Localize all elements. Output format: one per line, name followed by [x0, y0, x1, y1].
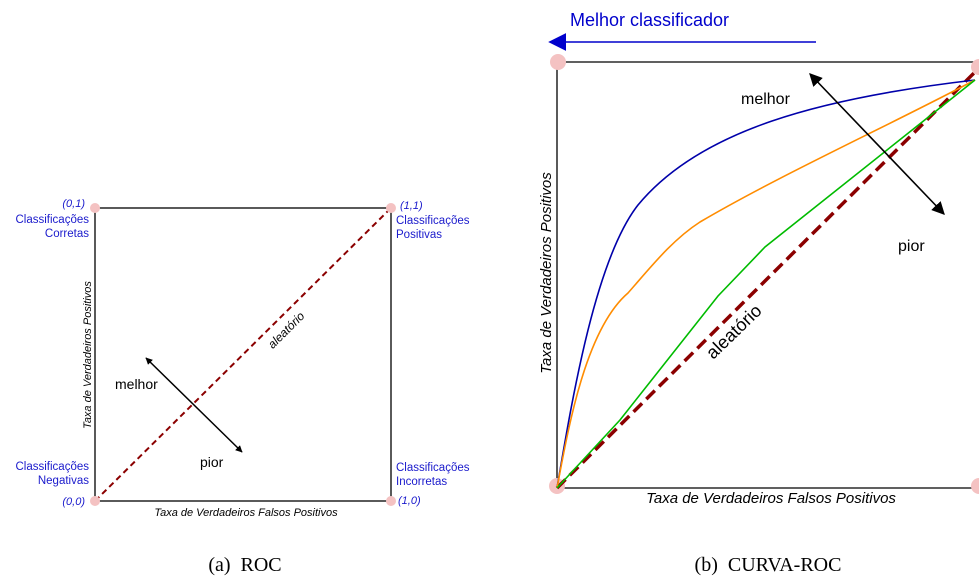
x-axis-label: Taxa de Verdadeiros Falsos Positivos — [154, 507, 338, 519]
worse-label-b: pior — [898, 238, 925, 255]
roc-square — [94, 207, 392, 502]
better-label: melhor — [115, 376, 158, 392]
corner-label-bottom-right-2: Incorretas — [396, 476, 447, 488]
random-label-b: aleatório — [702, 301, 766, 363]
coord-bottom-left: (0,0) — [62, 496, 85, 508]
corner-dot-top-right-b — [971, 59, 979, 75]
better-worse-arrow-b — [809, 73, 945, 215]
roc-curve-orange — [556, 79, 976, 489]
x-axis-label-b: Taxa de Verdadeiros Falsos Positivos — [646, 490, 896, 507]
corner-label-top-left-1: Classificações — [16, 214, 90, 226]
corner-label-top-right-1: Classificações — [396, 215, 470, 227]
better-label-b: melhor — [741, 91, 791, 108]
random-label: aleatório — [265, 309, 308, 352]
corner-dot-top-right — [386, 203, 396, 213]
caption-a: (a) ROC — [208, 554, 281, 576]
corner-dot-bottom-right-b — [971, 478, 979, 494]
random-diagonal-b — [555, 70, 977, 490]
roc-curve-blue — [556, 79, 976, 489]
corner-dot-bottom-right — [386, 496, 396, 506]
panel-b-roc-curve: Melhor classificador melhor pior aleatór… — [538, 10, 979, 576]
worse-label: pior — [200, 454, 224, 470]
y-axis-label: Taxa de Verdadeiros Positivos — [82, 281, 94, 429]
corner-label-bottom-right-1: Classificações — [396, 462, 470, 474]
coord-bottom-right: (1,0) — [398, 495, 421, 507]
corner-label-top-right-2: Positivas — [396, 229, 442, 241]
corner-dot-top-left — [90, 203, 100, 213]
best-classifier-label: Melhor classificador — [570, 10, 729, 30]
corner-dot-top-left-b — [550, 54, 566, 70]
corner-label-top-left-2: Corretas — [45, 228, 89, 240]
roc-curve-green — [556, 79, 976, 489]
corner-label-bottom-left-2: Negativas — [38, 475, 89, 487]
coord-top-right: (1,1) — [400, 200, 423, 212]
panel-a-roc: aleatório melhor pior Taxa de Verdadeiro… — [16, 198, 470, 576]
coord-top-left: (0,1) — [62, 198, 85, 210]
better-worse-arrow — [145, 357, 243, 453]
y-axis-label-b: Taxa de Verdadeiros Positivos — [538, 172, 555, 374]
random-diagonal — [94, 207, 392, 502]
corner-label-bottom-left-1: Classificações — [16, 461, 90, 473]
caption-b: (b) CURVA-ROC — [695, 554, 842, 576]
corner-dot-bottom-left — [90, 496, 100, 506]
